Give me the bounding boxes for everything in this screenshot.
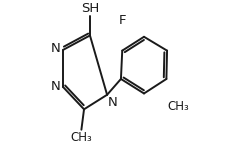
Text: F: F xyxy=(118,14,125,27)
Text: N: N xyxy=(107,96,117,109)
Text: CH₃: CH₃ xyxy=(70,131,92,144)
Text: N: N xyxy=(50,42,60,55)
Text: N: N xyxy=(50,80,60,93)
Text: CH₃: CH₃ xyxy=(167,100,189,113)
Text: SH: SH xyxy=(80,2,99,15)
